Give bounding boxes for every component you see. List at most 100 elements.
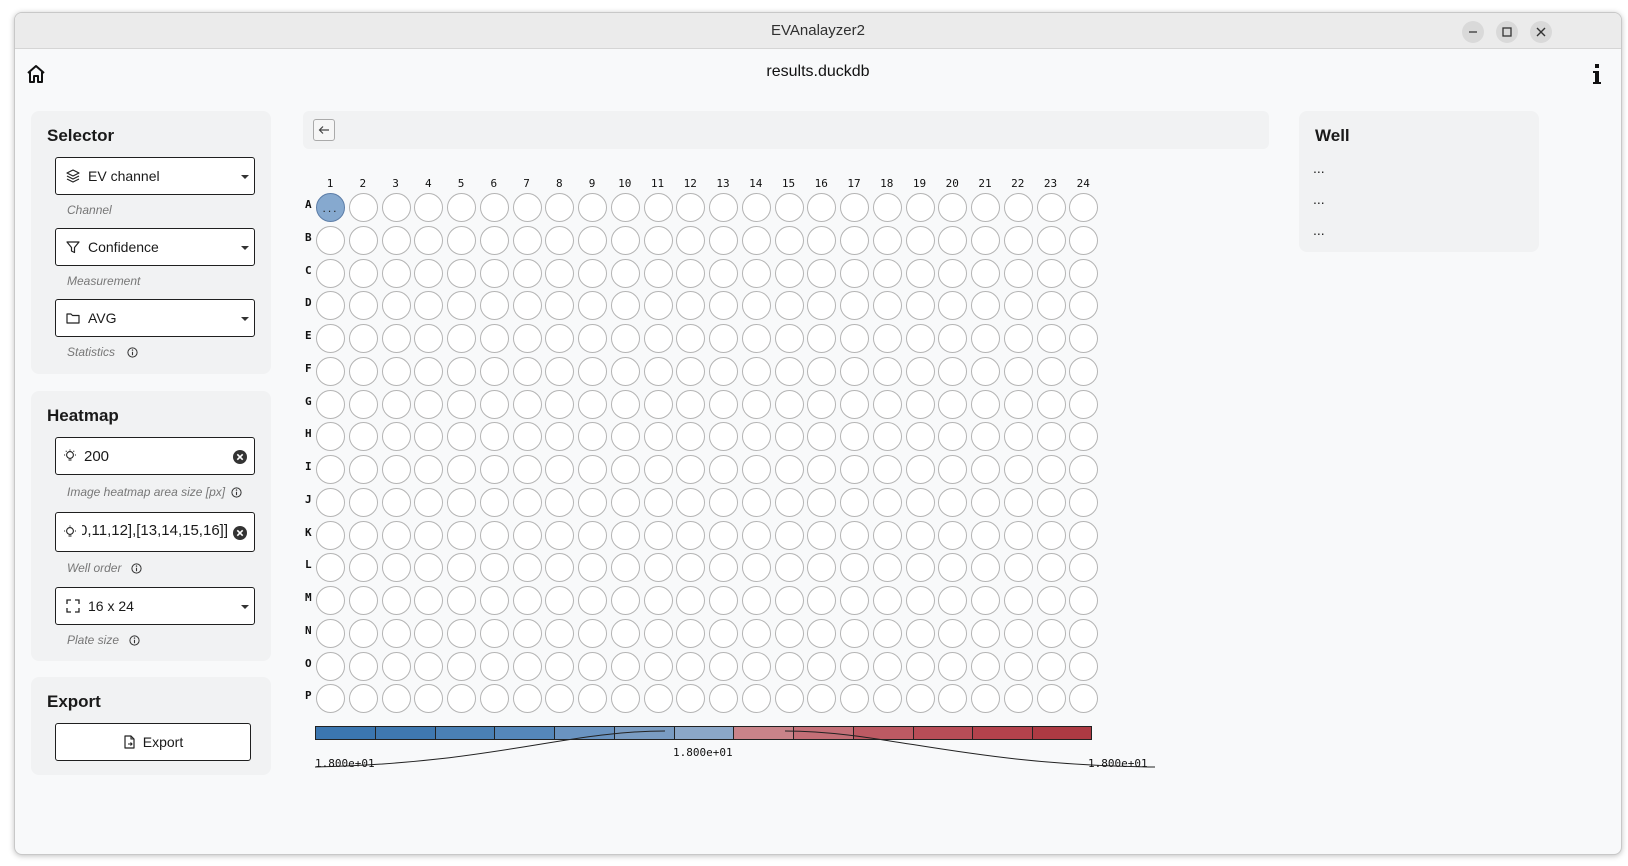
well-K11[interactable] <box>643 520 673 550</box>
info-circle-icon[interactable] <box>127 347 138 358</box>
well-H12[interactable] <box>676 422 706 452</box>
well-L9[interactable] <box>578 553 607 583</box>
well-E7[interactable] <box>512 324 542 353</box>
well-J21[interactable] <box>971 487 1000 517</box>
well-P19[interactable] <box>905 684 935 714</box>
well-K23[interactable] <box>1036 520 1066 550</box>
well-E2[interactable] <box>348 324 378 353</box>
well-A17[interactable] <box>840 193 869 222</box>
well-J15[interactable] <box>774 487 804 517</box>
well-B4[interactable] <box>414 225 444 255</box>
well-H23[interactable] <box>1036 422 1066 452</box>
well-O19[interactable] <box>905 651 935 681</box>
well-E21[interactable] <box>971 324 1000 353</box>
well-F3[interactable] <box>381 356 411 386</box>
well-A7[interactable] <box>512 193 542 222</box>
well-I5[interactable] <box>447 455 476 484</box>
well-L11[interactable] <box>643 553 673 583</box>
well-L1[interactable] <box>316 553 345 583</box>
well-K20[interactable] <box>938 520 968 550</box>
well-F5[interactable] <box>447 356 476 386</box>
well-M8[interactable] <box>545 586 575 615</box>
well-L13[interactable] <box>709 553 738 583</box>
well-H19[interactable] <box>905 422 935 452</box>
well-L14[interactable] <box>741 553 771 583</box>
well-A24[interactable] <box>1069 193 1099 222</box>
well-P17[interactable] <box>840 684 869 714</box>
well-E17[interactable] <box>840 324 869 353</box>
well-K6[interactable] <box>479 520 509 550</box>
well-K9[interactable] <box>578 520 607 550</box>
well-P20[interactable] <box>938 684 968 714</box>
well-B19[interactable] <box>905 225 935 255</box>
well-F10[interactable] <box>610 356 640 386</box>
well-L20[interactable] <box>938 553 968 583</box>
well-G4[interactable] <box>414 389 444 419</box>
well-I20[interactable] <box>938 455 968 484</box>
well-P8[interactable] <box>545 684 575 714</box>
well-B23[interactable] <box>1036 225 1066 255</box>
well-O20[interactable] <box>938 651 968 681</box>
well-K16[interactable] <box>807 520 837 550</box>
well-L17[interactable] <box>840 553 869 583</box>
well-E3[interactable] <box>381 324 411 353</box>
well-K7[interactable] <box>512 520 542 550</box>
well-H1[interactable] <box>316 422 345 452</box>
well-E23[interactable] <box>1036 324 1066 353</box>
well-G2[interactable] <box>348 389 378 419</box>
well-A13[interactable] <box>709 193 738 222</box>
well-J5[interactable] <box>447 487 476 517</box>
well-O11[interactable] <box>643 651 673 681</box>
well-F7[interactable] <box>512 356 542 386</box>
well-G16[interactable] <box>807 389 837 419</box>
export-button[interactable]: Export <box>55 723 251 761</box>
well-J7[interactable] <box>512 487 542 517</box>
well-P7[interactable] <box>512 684 542 714</box>
well-I18[interactable] <box>872 455 902 484</box>
well-M20[interactable] <box>938 586 968 615</box>
well-P21[interactable] <box>971 684 1000 714</box>
well-J6[interactable] <box>479 487 509 517</box>
well-J10[interactable] <box>610 487 640 517</box>
well-B9[interactable] <box>578 225 607 255</box>
well-K12[interactable] <box>676 520 706 550</box>
well-I24[interactable] <box>1069 455 1099 484</box>
well-O21[interactable] <box>971 651 1000 681</box>
well-M11[interactable] <box>643 586 673 615</box>
well-O10[interactable] <box>610 651 640 681</box>
well-C3[interactable] <box>381 258 411 288</box>
well-I14[interactable] <box>741 455 771 484</box>
well-I9[interactable] <box>578 455 607 484</box>
well-E4[interactable] <box>414 324 444 353</box>
well-J14[interactable] <box>741 487 771 517</box>
well-N14[interactable] <box>741 618 771 648</box>
well-C13[interactable] <box>709 258 738 288</box>
well-B12[interactable] <box>676 225 706 255</box>
well-N16[interactable] <box>807 618 837 648</box>
well-F18[interactable] <box>872 356 902 386</box>
well-O15[interactable] <box>774 651 804 681</box>
well-F1[interactable] <box>316 356 345 386</box>
well-L22[interactable] <box>1003 553 1033 583</box>
well-D6[interactable] <box>479 291 509 321</box>
well-H21[interactable] <box>971 422 1000 452</box>
well-D22[interactable] <box>1003 291 1033 321</box>
well-F24[interactable] <box>1069 356 1099 386</box>
well-N4[interactable] <box>414 618 444 648</box>
channel-select[interactable]: EV channel <box>55 157 255 195</box>
well-F6[interactable] <box>479 356 509 386</box>
well-B1[interactable] <box>316 225 345 255</box>
well-A22[interactable] <box>1003 193 1033 222</box>
well-M23[interactable] <box>1036 586 1066 615</box>
well-order-input[interactable]: [[1,2,3,4],[5,6,7,8],[9,10,11,12],[13,14… <box>55 512 255 552</box>
well-E5[interactable] <box>447 324 476 353</box>
well-I7[interactable] <box>512 455 542 484</box>
well-O17[interactable] <box>840 651 869 681</box>
well-A11[interactable] <box>643 193 673 222</box>
well-C22[interactable] <box>1003 258 1033 288</box>
well-N24[interactable] <box>1069 618 1099 648</box>
well-E20[interactable] <box>938 324 968 353</box>
well-F14[interactable] <box>741 356 771 386</box>
well-F19[interactable] <box>905 356 935 386</box>
well-F16[interactable] <box>807 356 837 386</box>
